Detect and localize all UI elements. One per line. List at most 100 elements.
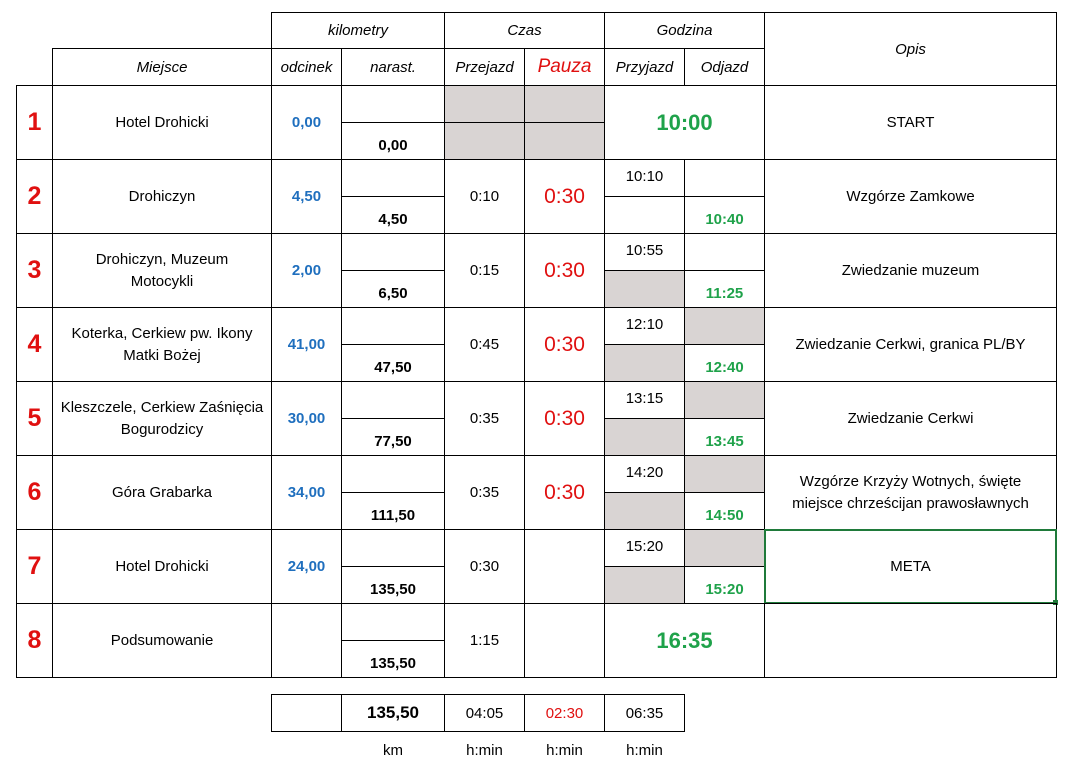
summary-km: 135,50: [341, 694, 445, 732]
departure-cell: 12:40: [684, 344, 765, 382]
unit-hmin: h:min: [626, 741, 663, 759]
cumulative-km-empty: [341, 381, 445, 419]
departure-empty: [684, 233, 765, 271]
arrival-cell: 15:20: [604, 529, 685, 567]
description-cell: Zwiedzanie Cerkwi: [764, 381, 1057, 456]
drive-time-cell: 0:15: [444, 233, 525, 308]
departure-cell: 10:40: [684, 196, 765, 234]
description-cell: Wzgórze Zamkowe: [764, 159, 1057, 234]
departure-cell: 14:50: [684, 492, 765, 530]
description-cell: Wzgórze Krzyży Wotnych, święte miejsce c…: [764, 455, 1057, 530]
pause-cell: [524, 603, 605, 678]
drive-time-empty: [444, 122, 525, 160]
departure-cell: 11:25: [684, 270, 765, 308]
place-cell: Drohiczyn, Muzeum Motocykli: [52, 233, 272, 308]
row-number: 4: [16, 307, 53, 382]
arrival-cell: 10:10: [604, 159, 685, 197]
arrival-empty: [604, 492, 685, 530]
pause-cell: [524, 529, 605, 604]
row-number: 8: [16, 603, 53, 678]
pause-cell: 0:30: [524, 233, 605, 308]
arrival-cell: 13:15: [604, 381, 685, 419]
cumulative-km-empty: [341, 307, 445, 345]
pause-cell: 0:30: [524, 455, 605, 530]
unit-hmin: h:min: [546, 741, 583, 759]
segment-km-cell: 0,00: [271, 85, 342, 160]
departure-cell: 13:45: [684, 418, 765, 456]
header-odjazd: Odjazd: [684, 48, 765, 86]
cumulative-km-empty: [341, 85, 445, 123]
summary-drive-time: 04:05: [444, 694, 525, 732]
header-przyjazd: Przyjazd: [604, 48, 685, 86]
arrival-empty: [604, 566, 685, 604]
arrival-empty: [604, 196, 685, 234]
place-cell: Drohiczyn: [52, 159, 272, 234]
drive-time-cell: 0:10: [444, 159, 525, 234]
place-cell: Hotel Drohicki: [52, 85, 272, 160]
place-cell: Kleszczele, Cerkiew Zaśnięcia Bogurodzic…: [52, 381, 272, 456]
description-cell: [764, 603, 1057, 678]
cumulative-km-cell: 0,00: [341, 122, 445, 160]
header-opis: Opis: [764, 12, 1057, 86]
unit-km: km: [383, 741, 403, 759]
unit-hmin: h:min: [466, 741, 503, 759]
drive-time-cell: 0:35: [444, 455, 525, 530]
pause-cell: 0:30: [524, 381, 605, 456]
departure-empty: [684, 381, 765, 419]
end-time-cell: 16:35: [604, 603, 765, 678]
segment-km-cell: 41,00: [271, 307, 342, 382]
header-czas: Czas: [444, 12, 605, 49]
departure-empty: [684, 159, 765, 197]
description-cell-selected[interactable]: META: [764, 529, 1057, 604]
segment-km-cell: [271, 603, 342, 678]
fill-handle[interactable]: [1053, 600, 1058, 605]
arrival-empty: [604, 418, 685, 456]
segment-km-cell: 30,00: [271, 381, 342, 456]
cumulative-km-cell: 135,50: [341, 640, 445, 678]
place-cell: Koterka, Cerkiew pw. Ikony Matki Bożej: [52, 307, 272, 382]
departure-empty: [684, 529, 765, 567]
summary-total-time: 06:35: [604, 694, 685, 732]
segment-km-cell: 2,00: [271, 233, 342, 308]
departure-empty: [684, 307, 765, 345]
header-przejazd: Przejazd: [444, 48, 525, 86]
start-time-cell: 10:00: [604, 85, 765, 160]
arrival-cell: 14:20: [604, 455, 685, 493]
arrival-empty: [604, 270, 685, 308]
row-number: 6: [16, 455, 53, 530]
arrival-cell: 10:55: [604, 233, 685, 271]
summary-pause: 02:30: [524, 694, 605, 732]
arrival-empty: [604, 344, 685, 382]
cumulative-km-cell: 135,50: [341, 566, 445, 604]
header-godzina: Godzina: [604, 12, 765, 49]
drive-time-cell: 0:35: [444, 381, 525, 456]
description-cell: Zwiedzanie Cerkwi, granica PL/BY: [764, 307, 1057, 382]
drive-time-cell: 1:15: [444, 603, 525, 678]
segment-km-cell: 24,00: [271, 529, 342, 604]
description-cell: START: [764, 85, 1057, 160]
pause-empty: [524, 122, 605, 160]
cumulative-km-cell: 77,50: [341, 418, 445, 456]
pause-empty: [524, 85, 605, 123]
place-cell: Góra Grabarka: [52, 455, 272, 530]
row-number: 7: [16, 529, 53, 604]
place-cell: Hotel Drohicki: [52, 529, 272, 604]
header-kilometry: kilometry: [271, 12, 445, 49]
cumulative-km-cell: 111,50: [341, 492, 445, 530]
pause-cell: 0:30: [524, 307, 605, 382]
segment-km-cell: 4,50: [271, 159, 342, 234]
row-number: 2: [16, 159, 53, 234]
departure-empty: [684, 455, 765, 493]
row-number: 5: [16, 381, 53, 456]
header-miejsce: Miejsce: [52, 48, 272, 86]
header-odcinek: odcinek: [271, 48, 342, 86]
row-number: 1: [16, 85, 53, 160]
description-cell: Zwiedzanie muzeum: [764, 233, 1057, 308]
pause-cell: 0:30: [524, 159, 605, 234]
header-pauza: Pauza: [524, 48, 605, 86]
cumulative-km-empty: [341, 455, 445, 493]
drive-time-cell: 0:45: [444, 307, 525, 382]
cumulative-km-cell: 4,50: [341, 196, 445, 234]
cumulative-km-empty: [341, 233, 445, 271]
row-number: 3: [16, 233, 53, 308]
